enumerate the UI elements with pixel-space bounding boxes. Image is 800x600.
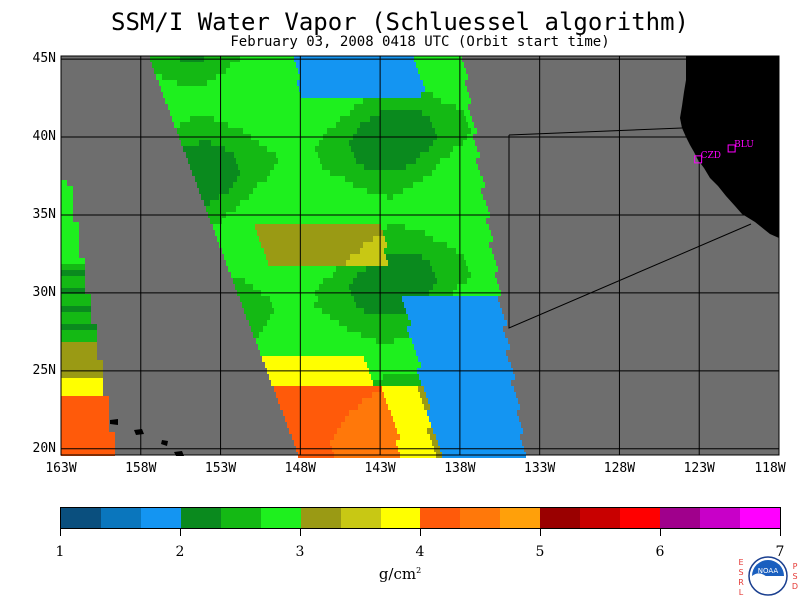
land-layer (110, 56, 779, 456)
colorbar-swatch (340, 508, 381, 528)
colorbar-tick (420, 528, 421, 536)
california-coast (680, 56, 779, 238)
noaa-logo: NOAA (748, 556, 788, 596)
colorbar-swatch (660, 508, 700, 528)
lon-label: 153W (204, 461, 237, 476)
lat-label: 35N (32, 206, 56, 222)
colorbar (60, 507, 781, 529)
water-vapor-map: CZD BLU (60, 55, 780, 458)
credit-letter: S (738, 568, 744, 577)
lon-label: 148W (284, 461, 316, 476)
colorbar-swatch (460, 508, 501, 528)
colorbar-swatch (380, 508, 421, 528)
credit-letter: L (738, 588, 744, 597)
colorbar-swatch (700, 508, 740, 528)
colorbar-swatch (100, 508, 141, 528)
colorbar-tick (540, 528, 541, 536)
colorbar-swatch (739, 508, 780, 528)
colorbar-tick-label: 6 (655, 544, 665, 560)
credit-letter: S (792, 572, 798, 581)
credit-letter: P (792, 562, 798, 571)
colorbar-swatch (300, 508, 341, 528)
station-label: CZD (701, 151, 721, 161)
colorbar-tick-label: 3 (295, 544, 305, 560)
colorbar-swatch (540, 508, 581, 528)
colorbar-tick (180, 528, 181, 536)
lon-label: 118W (754, 461, 786, 476)
colorbar-swatch (620, 508, 661, 528)
lon-label: 163W (45, 461, 77, 476)
lon-label: 158W (125, 461, 157, 476)
boundary-lines (508, 127, 752, 329)
units-base: g/cm (378, 565, 417, 583)
lat-label: 25N (32, 362, 56, 378)
units-label: g/cm2 (360, 565, 440, 583)
credit-letter: E (738, 558, 744, 567)
colorbar-swatch (420, 508, 461, 528)
station-marker (727, 144, 736, 153)
station-label: BLU (734, 140, 754, 150)
colorbar-swatch (61, 508, 101, 528)
lat-label: 20N (32, 440, 56, 456)
map-frame (60, 55, 780, 456)
lon-label: 138W (444, 461, 476, 476)
page-subtitle: February 03, 2008 0418 UTC (Orbit start … (230, 34, 610, 50)
colorbar-tick (660, 528, 661, 536)
colorbar-tick (300, 528, 301, 536)
station-layer: CZD BLU (694, 140, 754, 164)
units-exponent: 2 (416, 566, 422, 575)
lon-label: 128W (603, 461, 636, 476)
hawaii-islands (110, 419, 184, 456)
colorbar-swatch (140, 508, 181, 528)
colorbar-tick (780, 528, 781, 536)
colorbar-swatch (500, 508, 541, 528)
colorbar-tick-label: 5 (535, 544, 545, 560)
colorbar-swatch (580, 508, 621, 528)
colorbar-tick-label: 7 (775, 544, 785, 560)
credit-letter: D (791, 582, 799, 591)
colorbar-swatch (220, 508, 261, 528)
colorbar-tick (60, 528, 61, 536)
page-title: SSM/I Water Vapor (Schluessel algorithm) (111, 8, 689, 36)
credit-letter: R (738, 578, 744, 587)
lat-label: 30N (32, 284, 56, 300)
lon-label: 133W (524, 461, 556, 476)
colorbar-swatch (260, 508, 301, 528)
colorbar-tick-label: 1 (55, 544, 65, 560)
lon-label: 143W (364, 461, 396, 476)
lat-label: 45N (32, 51, 56, 67)
colorbar-swatch (180, 508, 221, 528)
noaa-logo-text: NOAA (758, 567, 779, 575)
station-marker (694, 155, 703, 164)
lon-label: 123W (683, 461, 715, 476)
colorbar-tick-label: 2 (175, 544, 185, 560)
colorbar-tick-label: 4 (415, 544, 425, 560)
lat-label: 40N (32, 129, 56, 145)
